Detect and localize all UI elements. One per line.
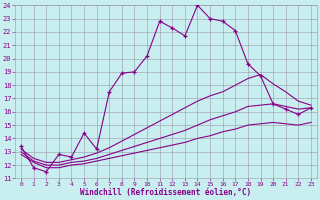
X-axis label: Windchill (Refroidissement éolien,°C): Windchill (Refroidissement éolien,°C) <box>80 188 252 197</box>
